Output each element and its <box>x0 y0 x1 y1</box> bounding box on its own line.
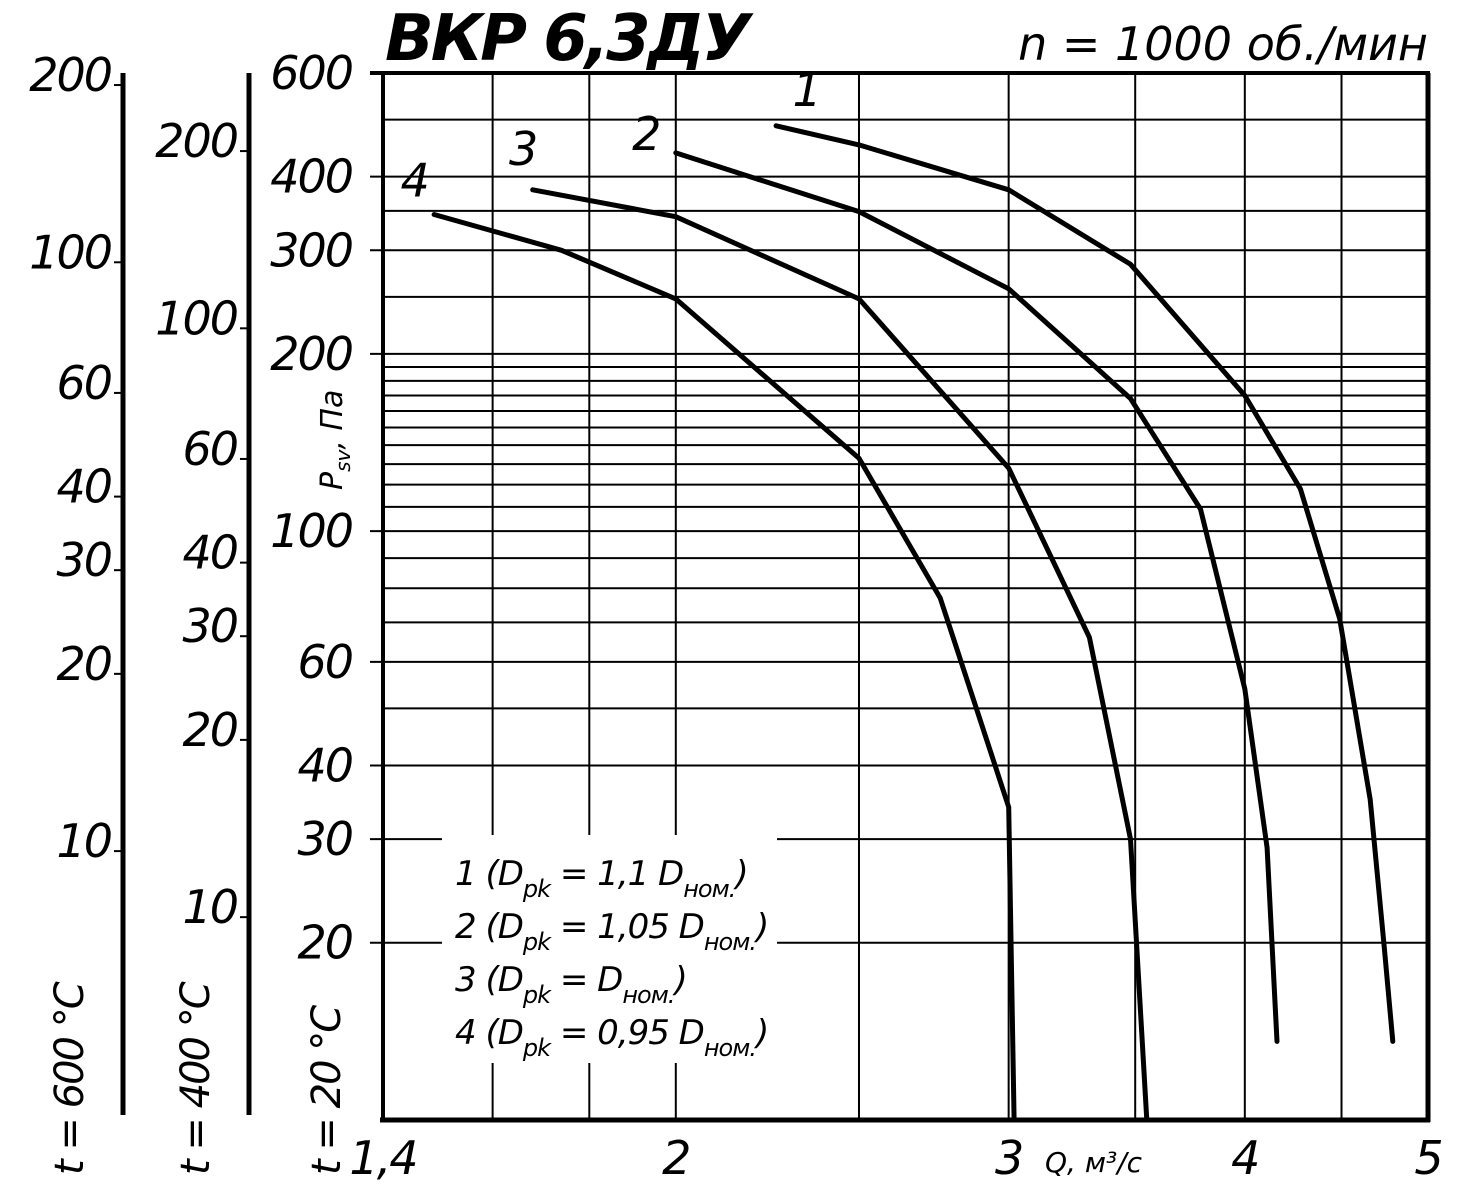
grid <box>370 72 1429 1120</box>
y-tick-label: 200 <box>155 114 237 168</box>
legend-text-part: ) <box>753 1013 768 1053</box>
legend-text-part: pk <box>522 1034 552 1062</box>
curve-label: 2 <box>632 107 659 161</box>
x-tick-label: 3 <box>995 1131 1022 1185</box>
chart-title: ВКР 6,3ДУ <box>385 2 754 76</box>
legend-text-part: ном. <box>683 875 735 903</box>
y-tick-label: 20 <box>182 703 237 757</box>
x-axis-label: Q, м³/с <box>1045 1146 1143 1179</box>
legend-text-part: = D <box>550 960 622 1000</box>
y-axis-title-part: , Па <box>315 390 350 450</box>
curve-label: 1 <box>792 63 819 117</box>
y-tick-label: 40 <box>56 460 111 514</box>
legend: 1 (Dpk = 1,1 Dном.)2 (Dpk = 1,05 Dном.)3… <box>455 854 769 1062</box>
legend-text-part: 3 (D <box>455 960 523 1000</box>
legend-text-part: = 1,1 D <box>550 854 683 894</box>
legend-text-part: ) <box>671 960 686 1000</box>
curve-label: 3 <box>509 122 536 176</box>
y-tick-label: 200 <box>29 48 111 102</box>
legend-text-part: ) <box>753 907 768 947</box>
legend-text-part: = 0,95 D <box>550 1013 704 1053</box>
y-tick-label: 40 <box>182 526 237 580</box>
y-tick-label: 300 <box>270 223 352 277</box>
y-tick-label: 20 <box>56 637 111 691</box>
x-tick-label: 5 <box>1414 1131 1441 1185</box>
y-tick-label: 40 <box>297 738 352 792</box>
y-tick-label: 600 <box>270 46 352 100</box>
legend-entry: 1 (Dpk = 1,1 Dном.) <box>455 854 748 903</box>
curve <box>773 123 1396 1044</box>
x-tick-label: 2 <box>662 1131 689 1185</box>
legend-text-part: ном. <box>622 981 674 1009</box>
x-tick-label: 1,4 <box>349 1131 416 1185</box>
chart-subtitle: n = 1000 об./мин <box>1018 17 1428 71</box>
legend-text-part: ) <box>732 854 747 894</box>
y-axis-title: Psv, Па <box>315 390 355 490</box>
y-axis-label: t = 20 °C <box>304 1005 350 1175</box>
x-tick-label: 4 <box>1231 1131 1258 1185</box>
y-axis-title-part: sv <box>331 448 355 471</box>
y-tick-label: 400 <box>270 150 352 204</box>
y-tick-label: 30 <box>297 812 352 866</box>
legend-entry: 3 (Dpk = Dном.) <box>455 960 687 1009</box>
legend-entry: 4 (Dpk = 0,95 Dном.) <box>455 1013 768 1062</box>
y-tick-label: 60 <box>297 635 352 689</box>
legend-text-part: ном. <box>704 928 756 956</box>
legend-text-part: 1 (D <box>455 854 523 894</box>
y-tick-label: 100 <box>270 504 352 558</box>
y-tick-label: 60 <box>182 422 237 476</box>
legend-entry: 2 (Dpk = 1,05 Dном.) <box>455 907 768 956</box>
y-tick-label: 20 <box>297 916 352 970</box>
y-tick-label: 10 <box>182 880 237 934</box>
y-tick-label: 200 <box>270 327 352 381</box>
legend-text-part: pk <box>522 981 552 1009</box>
curve-label: 4 <box>401 154 428 208</box>
y-tick-label: 100 <box>29 225 111 279</box>
y-tick-label: 100 <box>155 291 237 345</box>
curve <box>431 212 1017 1123</box>
legend-text-part: 2 (D <box>455 907 523 947</box>
legend-text-part: = 1,05 D <box>550 907 704 947</box>
y-tick-label: 60 <box>56 356 111 410</box>
plot <box>431 123 1396 1123</box>
y-axis-label: t = 600 °C <box>47 981 93 1175</box>
y-tick-label: 30 <box>56 533 111 587</box>
curve <box>530 187 1150 1123</box>
legend-text-part: ном. <box>704 1034 756 1062</box>
y-axis-label: t = 400 °C <box>173 981 219 1175</box>
y-tick-label: 30 <box>182 599 237 653</box>
legend-background <box>442 835 777 1063</box>
legend-text-part: 4 (D <box>455 1013 523 1053</box>
y-tick-label: 10 <box>56 814 111 868</box>
y-axis-title-part: P <box>315 471 350 490</box>
curve <box>673 150 1280 1044</box>
legend-text-part: pk <box>522 928 552 956</box>
legend-text-part: pk <box>522 875 552 903</box>
